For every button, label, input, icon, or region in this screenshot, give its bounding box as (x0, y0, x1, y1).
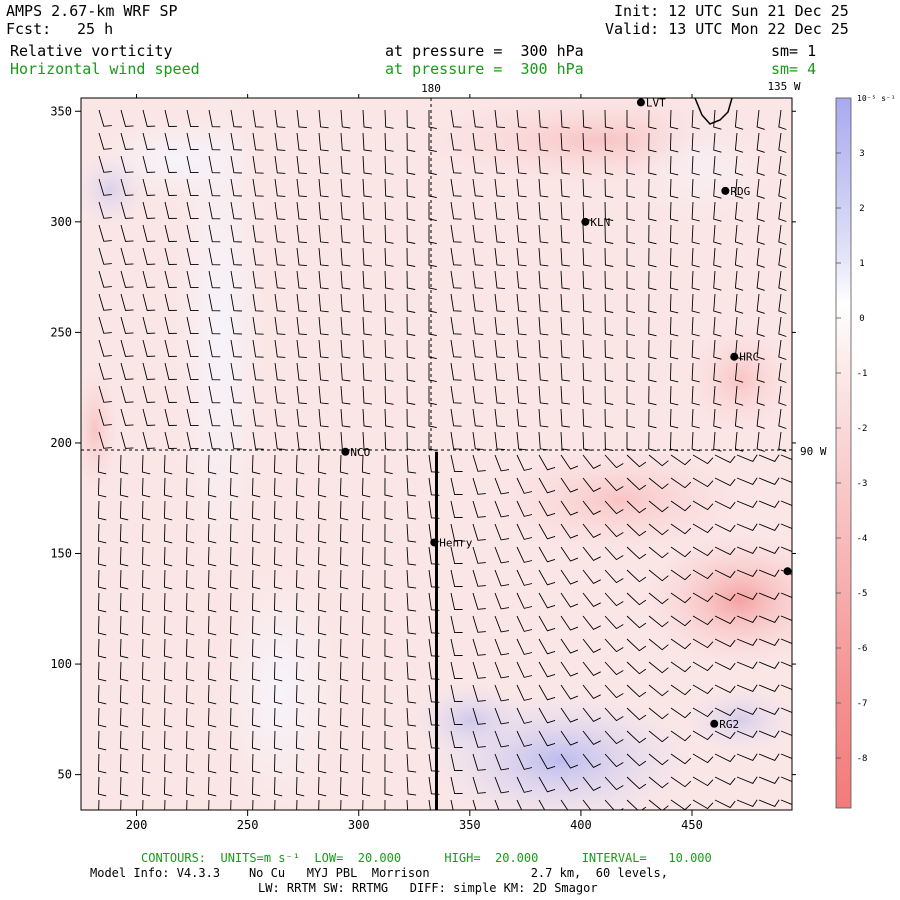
colorbar-level: 0 (859, 314, 864, 324)
y-tick-label: 50 (58, 768, 72, 782)
station-marker (721, 186, 730, 195)
colorbar-level: 2 (859, 204, 864, 214)
field2-level: at pressure = 300 hPa (385, 60, 584, 78)
colorbar-level: -5 (857, 589, 868, 599)
station-marker (341, 447, 350, 456)
lon-label-135w: 135 W (767, 80, 800, 93)
init-time: Init: 12 UTC Sun 21 Dec 25 (614, 2, 849, 20)
station-label: RDG (730, 185, 750, 198)
y-tick-label: 300 (50, 215, 72, 229)
field2-name: Horizontal wind speed (10, 60, 200, 78)
station-marker (783, 567, 792, 576)
axis-ticks: 200 250 300 350 400 450 50 100 150 200 250 300 350 (50, 94, 796, 832)
station-label: RG2 (719, 718, 739, 731)
valid-time: Valid: 13 UTC Mon 22 Dec 25 (605, 20, 849, 38)
x-tick-label: 450 (681, 818, 703, 832)
model-info: Model Info: V4.3.3 No Cu MYJ PBL Morriso… (90, 866, 668, 880)
x-tick-label: 200 (126, 818, 148, 832)
colorbar-level: -1 (857, 369, 868, 379)
field1-name: Relative vorticity (10, 42, 173, 60)
y-tick-label: 200 (50, 436, 72, 450)
station-marker (430, 538, 439, 547)
station-marker (581, 217, 590, 226)
colorbar-ticks: 3 2 1 0 -1 -2 -3 -4 -5 -6 -7 -8 (836, 149, 867, 764)
x-tick-label: 350 (459, 818, 481, 832)
stations: NCO Henry KLN RDG HRC RG2 LVT (341, 96, 792, 731)
colorbar-level: -6 (857, 644, 868, 654)
lon-label-90w: 90 W (800, 445, 827, 458)
field1-smoothing: sm= 1 (771, 42, 817, 60)
field2-smoothing: sm= 4 (771, 60, 817, 78)
physics-info: LW: RRTM SW: RRTMG DIFF: simple KM: 2D S… (258, 881, 598, 895)
colorbar-level: -3 (857, 479, 868, 489)
colorbar-level: -4 (857, 534, 868, 544)
coastline (694, 97, 733, 125)
station-marker (710, 719, 719, 728)
model-title: AMPS 2.67-km WRF SP (6, 2, 178, 20)
forecast-label: Fcst: (6, 20, 52, 38)
y-tick-label: 100 (50, 657, 72, 671)
colorbar-unit: 10⁻⁵ s⁻¹ (857, 94, 896, 103)
forecast-hours: 25 h (77, 20, 114, 38)
station-marker (636, 98, 645, 107)
wind-barb-set (97, 109, 792, 810)
colorbar-level: -2 (857, 424, 868, 434)
colorbar-level: 1 (859, 259, 864, 269)
field1-level: at pressure = 300 hPa (385, 42, 584, 60)
lon-label-180: 180 (421, 82, 441, 95)
colorbar (835, 97, 852, 809)
colorbar-level: 3 (859, 149, 864, 159)
x-tick-label: 250 (237, 818, 259, 832)
contours-info: CONTOURS: UNITS=m s⁻¹ LOW= 20.000 HIGH= … (141, 851, 712, 865)
station-label: HRC (739, 351, 759, 364)
station-marker (730, 352, 739, 361)
station-label: NCO (350, 446, 370, 459)
x-tick-label: 300 (348, 818, 370, 832)
wind-barbs (97, 109, 792, 810)
y-tick-label: 350 (50, 104, 72, 118)
y-tick-label: 250 (50, 325, 72, 339)
colorbar-level: -8 (857, 754, 868, 764)
x-tick-label: 400 (570, 818, 592, 832)
y-tick-label: 150 (50, 547, 72, 561)
station-label: KLN (590, 216, 610, 229)
plot-frame (80, 97, 793, 811)
station-label: Henry (439, 536, 472, 549)
colorbar-level: -7 (857, 699, 868, 709)
station-label: LVT (646, 96, 666, 109)
